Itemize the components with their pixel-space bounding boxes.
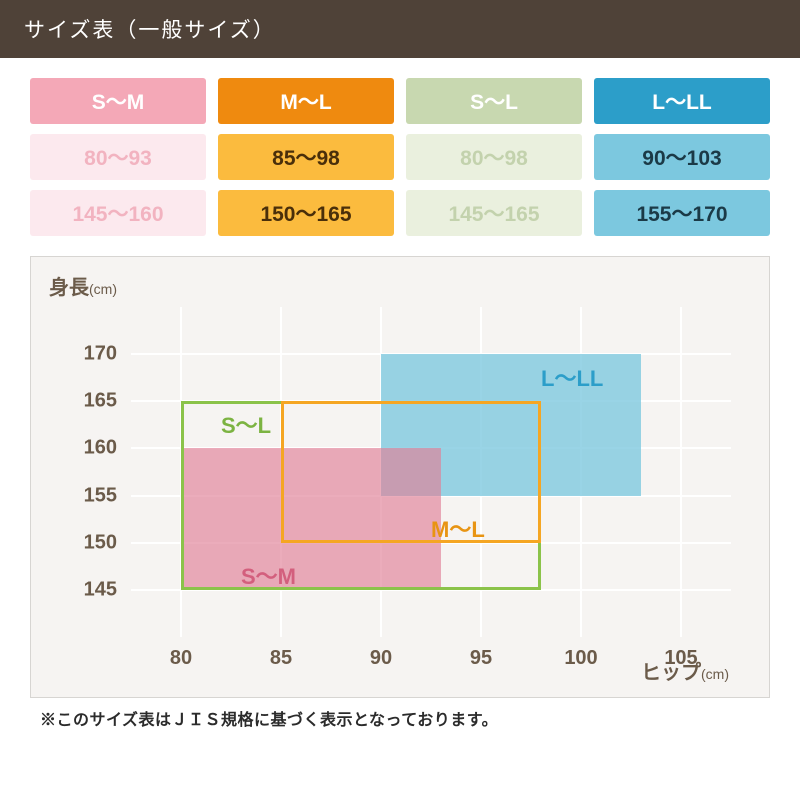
y-tick-label: 145 [84,578,117,601]
table-column: L～LL 90～103 155～170 [594,78,770,236]
table-cell: 150～165 [218,190,394,236]
x-axis-title: ヒップ(cm) [641,656,729,685]
size-region [281,401,541,542]
column-header: S～M [30,78,206,124]
region-label: L～LL [541,361,603,393]
x-tick-label: 85 [270,647,292,670]
region-label: M～L [431,512,485,544]
table-cell: 80～98 [406,134,582,180]
header-title: サイズ表（一般サイズ） [24,19,276,42]
table-cell: 155～170 [594,190,770,236]
size-table: S～M 80～93 145～160 M～L 85～98 150～165 S～L 80～98 14… [0,58,800,236]
x-tick-label: 90 [370,647,392,670]
y-axis-title: 身長(cm) [49,271,117,300]
x-axis-unit: (cm) [701,666,729,682]
x-tick-label: 95 [470,647,492,670]
x-axis-label: ヒップ [641,662,701,684]
y-tick-label: 160 [84,437,117,460]
column-header: M～L [218,78,394,124]
footnote: ※このサイズ表はＪＩＳ規格に基づく表示となっております。 [40,706,770,730]
table-column: S～L 80～98 145～165 [406,78,582,236]
table-cell: 145～165 [406,190,582,236]
x-tick-label: 80 [170,647,192,670]
chart-container: 身長(cm) 14515015516016517080859095100105L… [30,256,770,698]
gridline-vertical [680,307,682,637]
table-cell: 145～160 [30,190,206,236]
y-tick-label: 165 [84,390,117,413]
column-header: S～L [406,78,582,124]
y-axis-unit: (cm) [89,281,117,297]
region-label: S～M [241,559,296,591]
column-header: L～LL [594,78,770,124]
table-column: S～M 80～93 145～160 [30,78,206,236]
region-label: S～L [221,408,271,440]
y-tick-label: 150 [84,531,117,554]
y-tick-label: 170 [84,343,117,366]
table-column: M～L 85～98 150～165 [218,78,394,236]
table-cell: 85～98 [218,134,394,180]
table-cell: 80～93 [30,134,206,180]
y-tick-label: 155 [84,484,117,507]
plot-area: 14515015516016517080859095100105L～LLS～MS… [131,307,731,637]
footnote-text: ※このサイズ表はＪＩＳ規格に基づく表示となっております。 [40,712,498,729]
header-bar: サイズ表（一般サイズ） [0,0,800,58]
x-tick-label: 100 [564,647,597,670]
y-axis-label: 身長 [49,277,89,299]
table-cell: 90～103 [594,134,770,180]
